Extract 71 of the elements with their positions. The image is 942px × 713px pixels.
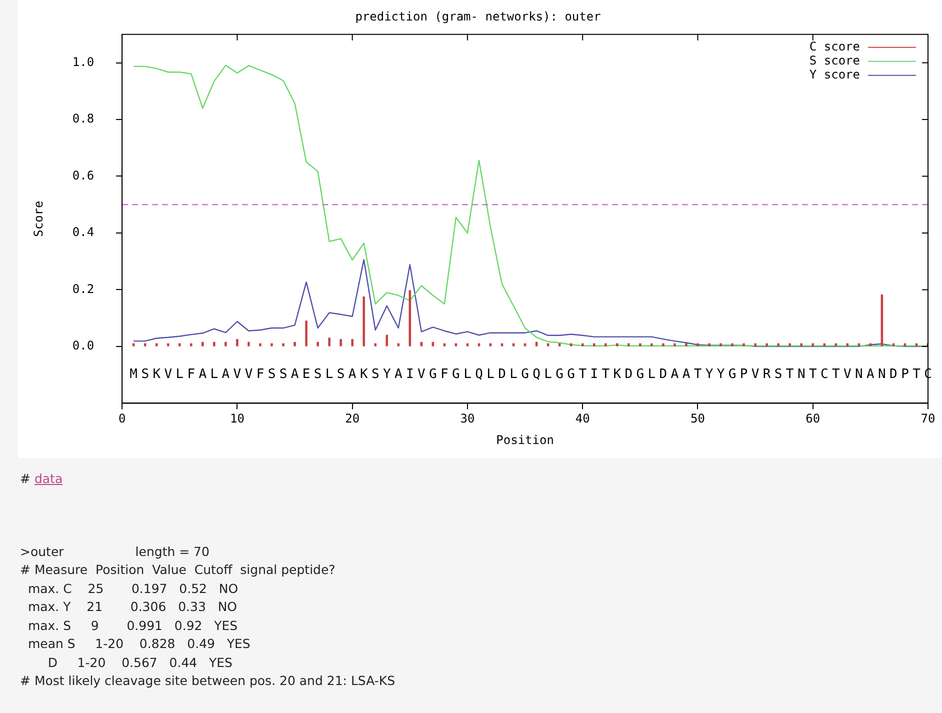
text: mean S 1-20 0.828 0.49 YES: [26, 635, 252, 653]
x-tick-label: 30: [460, 412, 475, 426]
y-tick-label: 0.0: [72, 338, 94, 353]
bar: [166, 343, 170, 346]
x-tick-label: 50: [690, 412, 705, 426]
bar: [800, 343, 802, 346]
bar: [731, 343, 734, 346]
bar: [754, 343, 756, 346]
bar: [742, 343, 745, 346]
bar: [535, 342, 538, 346]
legend-label: C score: [809, 40, 860, 54]
bar: [708, 343, 710, 346]
x-tick-label: 40: [575, 412, 590, 426]
text: >outer length = 70: [20, 542, 210, 561]
text: max. S 9 0.991 0.92 YES: [26, 616, 239, 634]
bar: [662, 343, 664, 346]
bar: [639, 343, 642, 346]
bar: [386, 334, 388, 346]
bar: [316, 342, 319, 346]
bar: [282, 343, 284, 346]
text: D 1-20 0.567 0.44 YES: [46, 654, 234, 672]
bar: [328, 338, 330, 346]
bar: [248, 342, 250, 346]
chart-title: prediction (gram- networks): outer: [355, 9, 601, 24]
y-tick-label: 0.6: [72, 168, 94, 182]
bar: [224, 342, 227, 346]
bar: [178, 343, 181, 346]
bar: [362, 296, 365, 346]
text: # data: [20, 470, 64, 488]
bar: [374, 343, 376, 346]
x-tick-label: 70: [920, 412, 936, 426]
bar: [650, 343, 653, 346]
text: max. Y 21 0.306 0.33 NO: [26, 598, 238, 616]
bar: [190, 343, 192, 346]
y-tick-label: 1.0: [72, 54, 94, 69]
text: # Measure Position Value Cutoff signal peptide?: [20, 561, 336, 579]
bar: [628, 343, 630, 346]
x-tick-label: 10: [230, 412, 244, 426]
x-axis-title: Position: [496, 432, 554, 447]
bar: [685, 343, 688, 346]
bar: [213, 342, 216, 346]
bar: [340, 339, 342, 346]
bar: [616, 343, 618, 346]
bar: [788, 343, 791, 346]
y-tick-label: 0.8: [72, 112, 94, 126]
bar: [420, 342, 423, 346]
bar: [270, 343, 273, 346]
x-tick-label: 20: [345, 412, 360, 426]
y-tick-label: 0.4: [72, 225, 94, 240]
bar: [305, 320, 308, 346]
bar: [674, 343, 676, 346]
bar: [259, 343, 262, 346]
text: max. C 25 0.197 0.52 NO: [26, 580, 240, 598]
y-axis-title: Score: [31, 200, 46, 237]
bar: [236, 339, 238, 346]
x-tick-label: 60: [806, 412, 820, 426]
bar: [202, 342, 204, 346]
text: # Most likely cleavage site between pos. 20 and 21: LSA-KS: [20, 672, 396, 690]
bar: [696, 343, 699, 346]
legend-label: S score: [809, 54, 860, 68]
bar: [777, 343, 780, 346]
bar: [766, 343, 768, 346]
bar: [351, 339, 354, 346]
bar: [720, 343, 722, 346]
bar: [294, 342, 296, 346]
x-tick-label: 0: [118, 412, 126, 426]
legend-label: Y score: [809, 68, 860, 82]
y-tick-label: 0.2: [72, 282, 94, 296]
bar: [812, 343, 814, 346]
bar: [604, 343, 607, 346]
bar: [432, 342, 434, 346]
